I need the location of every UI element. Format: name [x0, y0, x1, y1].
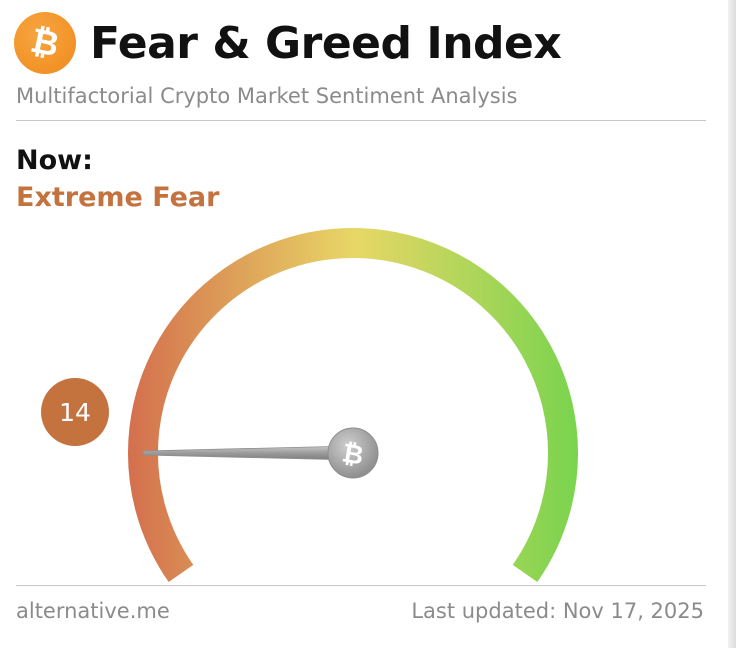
header-divider [16, 120, 706, 121]
last-updated: Last updated: Nov 17, 2025 [411, 599, 704, 623]
footer-divider [16, 585, 706, 586]
gauge-chart: ₿ 14 [41, 228, 578, 583]
now-label: Now: [16, 145, 93, 176]
page-title: Fear & Greed Index [90, 18, 562, 69]
gauge-arc [128, 228, 578, 583]
gauge-value: 14 [59, 398, 91, 427]
gauge-hub: ₿ [327, 427, 379, 479]
bitcoin-logo-icon: ₿ [14, 12, 76, 74]
gauge-needle [142, 445, 354, 461]
source-link[interactable]: alternative.me [16, 599, 170, 623]
sentiment-classification: Extreme Fear [16, 182, 220, 213]
page-subtitle: Multifactorial Crypto Market Sentiment A… [16, 84, 518, 108]
gauge-value-badge: 14 [41, 378, 109, 446]
bitcoin-hub-icon: ₿ [340, 438, 366, 471]
window-edge [728, 0, 736, 648]
